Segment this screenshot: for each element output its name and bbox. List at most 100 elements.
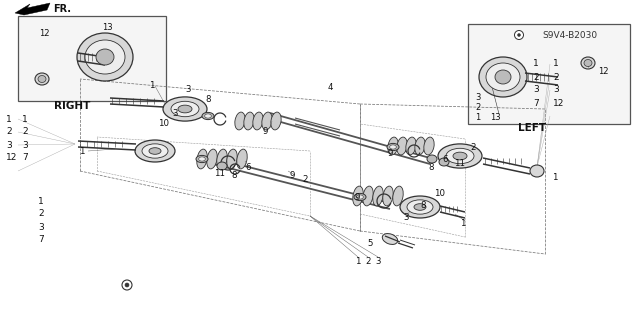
Ellipse shape [383, 186, 393, 206]
Text: 1: 1 [22, 115, 28, 123]
Text: 11: 11 [214, 169, 225, 179]
Ellipse shape [262, 112, 272, 130]
Text: 2: 2 [553, 72, 559, 81]
Text: 2: 2 [38, 210, 44, 219]
Ellipse shape [495, 70, 511, 84]
Ellipse shape [581, 57, 595, 69]
Ellipse shape [356, 195, 364, 199]
Ellipse shape [415, 137, 425, 155]
Text: RIGHT: RIGHT [54, 101, 90, 111]
Text: 3: 3 [375, 256, 381, 265]
Ellipse shape [424, 137, 434, 155]
Text: 3: 3 [172, 109, 178, 118]
Text: 6: 6 [245, 162, 251, 172]
Text: 1: 1 [553, 60, 559, 69]
Text: 2: 2 [302, 174, 308, 183]
Text: LEFT: LEFT [518, 123, 546, 133]
Text: 5: 5 [367, 239, 372, 248]
Ellipse shape [271, 112, 281, 130]
Text: 8: 8 [428, 162, 434, 172]
Text: 3: 3 [403, 212, 409, 221]
Ellipse shape [85, 40, 125, 74]
Ellipse shape [400, 196, 440, 218]
Text: 3: 3 [6, 140, 12, 150]
Ellipse shape [171, 101, 199, 117]
Ellipse shape [38, 76, 46, 83]
Text: 12: 12 [39, 29, 49, 39]
Text: 1: 1 [6, 115, 12, 123]
Text: 1: 1 [475, 113, 480, 122]
Ellipse shape [96, 49, 114, 65]
Ellipse shape [387, 144, 399, 151]
Text: 13: 13 [102, 23, 112, 32]
Ellipse shape [453, 152, 467, 160]
Ellipse shape [388, 137, 398, 155]
Text: 3: 3 [38, 222, 44, 232]
Bar [18, 16, 166, 101]
Ellipse shape [438, 144, 482, 168]
Ellipse shape [427, 155, 437, 163]
Ellipse shape [363, 186, 373, 206]
Text: 6: 6 [442, 155, 448, 165]
Circle shape [515, 31, 524, 40]
Text: 3: 3 [475, 93, 481, 101]
Ellipse shape [397, 137, 407, 155]
Ellipse shape [163, 97, 207, 121]
Ellipse shape [530, 165, 544, 177]
Text: 3: 3 [533, 85, 539, 94]
Ellipse shape [142, 144, 168, 158]
Text: 3: 3 [553, 85, 559, 94]
Text: 1: 1 [533, 60, 539, 69]
Text: 9: 9 [387, 149, 393, 158]
Text: 12: 12 [6, 153, 17, 162]
Ellipse shape [178, 105, 192, 113]
Text: 13: 13 [490, 113, 500, 122]
Ellipse shape [390, 145, 396, 149]
Ellipse shape [253, 112, 263, 130]
Ellipse shape [217, 162, 227, 170]
Bar [468, 24, 630, 124]
Circle shape [122, 280, 132, 290]
Ellipse shape [486, 63, 520, 91]
Text: 2: 2 [533, 72, 539, 81]
Ellipse shape [217, 149, 227, 169]
Text: 2: 2 [22, 128, 28, 137]
Ellipse shape [135, 140, 175, 162]
Text: 12: 12 [598, 66, 609, 76]
Text: 4: 4 [327, 83, 333, 92]
Circle shape [518, 33, 520, 36]
Ellipse shape [198, 157, 205, 161]
Text: 1: 1 [38, 197, 44, 205]
Ellipse shape [235, 112, 245, 130]
Text: 1: 1 [552, 174, 557, 182]
Text: 11: 11 [454, 160, 465, 168]
Text: 1: 1 [355, 256, 361, 265]
Text: 12: 12 [553, 99, 564, 108]
Text: 7: 7 [22, 153, 28, 162]
Ellipse shape [584, 60, 592, 66]
Text: 10: 10 [435, 189, 445, 197]
Text: 10: 10 [159, 118, 170, 128]
Text: 1: 1 [149, 81, 155, 91]
Text: 2: 2 [6, 128, 12, 137]
Ellipse shape [244, 112, 254, 130]
Polygon shape [15, 3, 50, 15]
Ellipse shape [227, 149, 237, 169]
Text: 3: 3 [22, 140, 28, 150]
Text: 8: 8 [231, 172, 237, 181]
Text: 7: 7 [533, 99, 539, 108]
Ellipse shape [149, 148, 161, 154]
Text: FR.: FR. [53, 4, 71, 14]
Ellipse shape [196, 149, 207, 169]
Ellipse shape [202, 112, 214, 120]
Ellipse shape [196, 155, 208, 163]
Text: 2: 2 [365, 256, 371, 265]
Text: 9: 9 [355, 194, 360, 203]
Circle shape [125, 283, 129, 287]
Text: 9: 9 [262, 127, 268, 136]
Text: 9: 9 [289, 172, 294, 181]
Ellipse shape [407, 200, 433, 214]
Text: 7: 7 [38, 235, 44, 244]
Ellipse shape [354, 193, 366, 201]
Ellipse shape [382, 234, 397, 244]
